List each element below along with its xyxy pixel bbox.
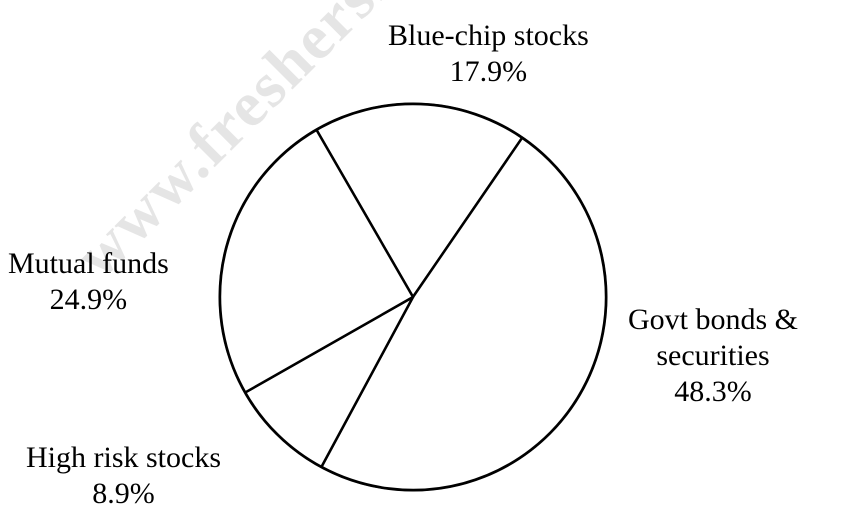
- slice-name-govt-bonds-line1: Govt bonds &: [628, 303, 799, 336]
- slice-value-mutual-funds: 24.9%: [49, 283, 128, 316]
- pie-slice-mutual-funds: [218, 128, 415, 394]
- slice-name-blue-chip-stocks: Blue-chip stocks: [388, 19, 589, 52]
- slice-label-high-risk-stocks: High risk stocks 8.9%: [26, 440, 221, 512]
- slice-name-high-risk-stocks: High risk stocks: [26, 441, 221, 474]
- pie-slice-high-risk-stocks: [244, 295, 415, 469]
- pie-slice-govt-bonds-securities: [320, 136, 608, 492]
- slice-value-blue-chip-stocks: 17.9%: [449, 55, 528, 88]
- slice-name-govt-bonds-line2: securities: [656, 339, 770, 372]
- pie-slice-blue-chip-stocks: [315, 102, 524, 299]
- slice-value-high-risk-stocks: 8.9%: [92, 477, 155, 510]
- slice-name-mutual-funds: Mutual funds: [8, 247, 169, 280]
- slice-value-govt-bonds-securities: 48.3%: [674, 375, 752, 408]
- slice-label-govt-bonds-securities: Govt bonds & securities 48.3%: [628, 302, 798, 410]
- slice-label-mutual-funds: Mutual funds 24.9%: [8, 246, 169, 318]
- slice-label-blue-chip-stocks: Blue-chip stocks 17.9%: [388, 18, 589, 90]
